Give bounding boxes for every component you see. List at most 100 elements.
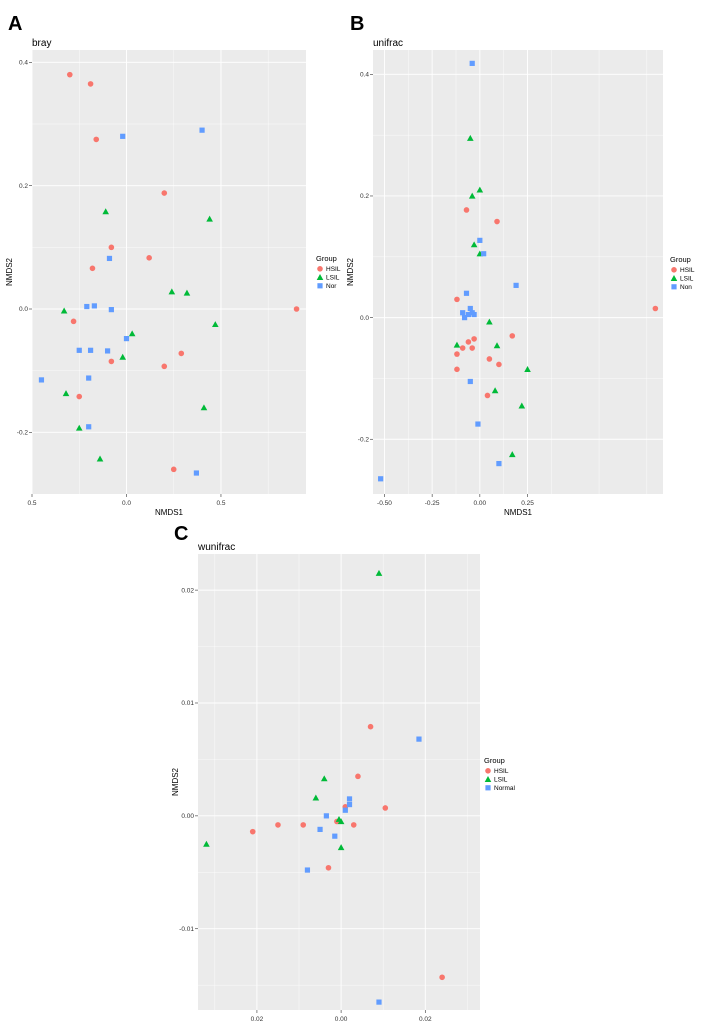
legend-label: HSIL	[680, 267, 695, 274]
legend-label: LSIL	[680, 276, 694, 283]
data-point-hsil	[439, 974, 445, 981]
data-point-lsil	[486, 318, 493, 325]
data-point-non	[460, 310, 466, 316]
data-point-hsil	[465, 339, 472, 345]
data-point-nor	[38, 377, 45, 383]
data-point-hsil	[469, 345, 476, 351]
data-point-non	[467, 378, 473, 385]
data-point-non	[475, 421, 481, 427]
data-point-lsil	[476, 186, 484, 193]
legend-label: LSIL	[494, 777, 508, 784]
data-point-lsil	[518, 402, 526, 409]
data-point-normal	[317, 826, 323, 833]
plot-title: unifrac	[373, 38, 403, 49]
y-tick-label: 0.2	[19, 183, 28, 190]
data-point-hsil	[146, 255, 152, 261]
x-tick-label: 0.5	[216, 500, 225, 507]
legend-key	[317, 266, 323, 272]
legend-key	[317, 283, 323, 289]
data-point-hsil	[496, 361, 502, 368]
legend-label: LSIL	[326, 275, 340, 282]
x-tick-label: -0.50	[377, 500, 392, 507]
data-point-lsil	[337, 844, 345, 851]
data-point-lsil	[493, 342, 501, 349]
legend-title: Group	[670, 255, 691, 264]
data-point-non	[378, 476, 384, 482]
legend-key	[670, 275, 678, 281]
x-tick-label: 0.00	[474, 500, 487, 507]
data-point-hsil	[459, 345, 466, 351]
data-point-lsil	[168, 288, 176, 295]
data-point-hsil	[463, 207, 470, 213]
data-point-hsil	[108, 358, 115, 365]
data-point-hsil	[484, 392, 491, 399]
y-tick-label: -0.01	[179, 926, 194, 933]
data-point-nor	[104, 348, 111, 354]
data-point-non	[469, 60, 475, 66]
panel-label: A	[8, 13, 22, 35]
data-point-lsil	[102, 208, 109, 215]
data-point-hsil	[87, 81, 94, 87]
data-point-nor	[108, 307, 114, 313]
data-point-lsil	[128, 330, 136, 337]
data-point-non	[463, 290, 470, 296]
legend-label: Nor	[326, 283, 337, 290]
data-point-hsil	[70, 318, 77, 325]
y-tick-label: 0.01	[181, 700, 194, 707]
data-point-normal	[346, 796, 353, 802]
plot-title: wunifrac	[197, 542, 235, 553]
data-point-lsil	[60, 307, 68, 314]
y-tick-label: 0.02	[181, 587, 194, 594]
legend-key	[485, 785, 491, 791]
data-point-lsil	[211, 321, 219, 328]
data-point-normal	[332, 833, 338, 839]
data-point-hsil	[93, 136, 100, 143]
legend-key	[484, 776, 492, 782]
y-tick-label: 0.4	[19, 60, 28, 67]
data-point-lsil	[96, 455, 104, 462]
data-point-nor	[91, 303, 97, 309]
data-point-lsil	[524, 366, 531, 372]
legend-title: Group	[316, 254, 337, 263]
data-point-hsil	[66, 71, 73, 78]
x-tick-label: 0.02	[419, 1016, 432, 1022]
data-point-lsil	[183, 289, 191, 296]
data-point-nor	[86, 424, 92, 430]
data-point-hsil	[249, 828, 256, 835]
data-point-lsil	[75, 424, 83, 431]
plot-background	[198, 554, 480, 1010]
data-point-lsil	[320, 775, 328, 782]
data-point-nor	[87, 347, 94, 353]
panel-label: C	[174, 523, 188, 545]
legend-label: Normal	[494, 785, 516, 792]
data-point-lsil	[119, 353, 127, 360]
data-point-lsil	[62, 390, 70, 397]
data-point-hsil	[652, 305, 659, 312]
data-point-nor	[199, 127, 205, 133]
data-point-hsil	[454, 366, 460, 373]
data-point-nor	[123, 336, 130, 342]
legend-label: Non	[680, 284, 692, 291]
data-point-lsil	[337, 818, 345, 825]
data-point-non	[513, 282, 519, 288]
data-point-normal	[304, 867, 311, 873]
data-point-hsil	[161, 190, 168, 196]
panel-label: B	[350, 13, 364, 35]
data-point-normal	[323, 813, 329, 819]
x-axis-label: NMDS1	[504, 508, 533, 517]
x-tick-label: 0.02	[251, 1016, 264, 1022]
data-point-lsil	[375, 569, 383, 576]
x-tick-label: 0.5	[27, 500, 36, 507]
y-axis-label: NMDS2	[5, 257, 14, 286]
legend-key	[671, 267, 677, 273]
data-point-lsil	[203, 840, 210, 847]
y-tick-label: 0.00	[181, 813, 194, 820]
data-point-non	[471, 311, 477, 318]
